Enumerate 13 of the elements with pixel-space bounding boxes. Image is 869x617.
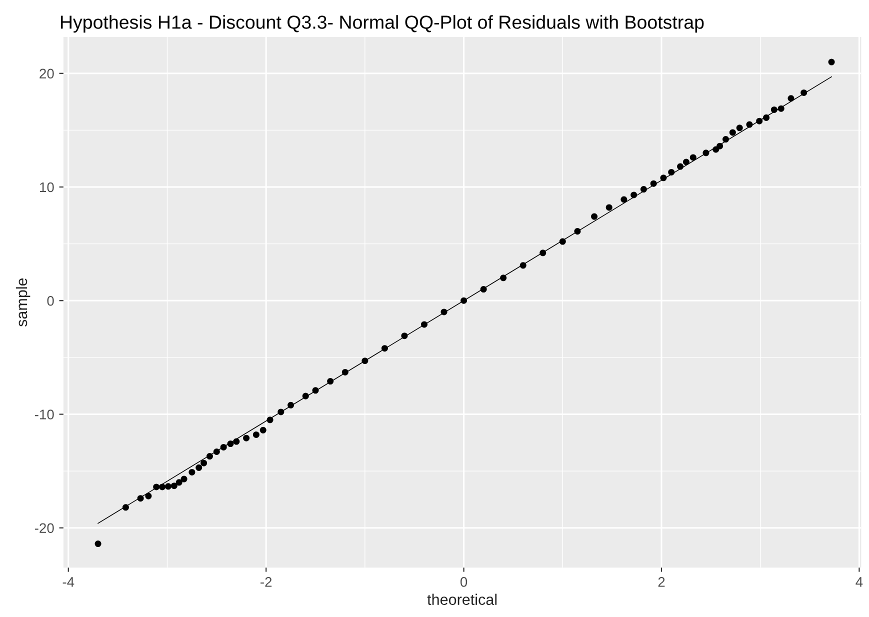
x-tick-label: 4 bbox=[856, 577, 863, 587]
y-tick-label: 20 bbox=[40, 68, 54, 79]
x-tick-label: 0 bbox=[460, 577, 468, 587]
x-tick-label: -2 bbox=[260, 577, 272, 587]
y-tick-label: -20 bbox=[34, 523, 54, 534]
y-tick-label: -10 bbox=[34, 410, 54, 420]
x-axis-title: theoretical bbox=[427, 594, 497, 606]
y-tick-label: 0 bbox=[47, 296, 54, 306]
x-tick-label: 2 bbox=[658, 577, 665, 587]
y-axis-title: sample bbox=[16, 278, 30, 327]
chart-title: Hypothesis H1a - Discount Q3.3- Normal QQ-Plot of Residuals with Bootstrap bbox=[60, 15, 704, 33]
y-tick-label: 10 bbox=[40, 182, 54, 192]
x-tick-label: -4 bbox=[62, 577, 74, 587]
